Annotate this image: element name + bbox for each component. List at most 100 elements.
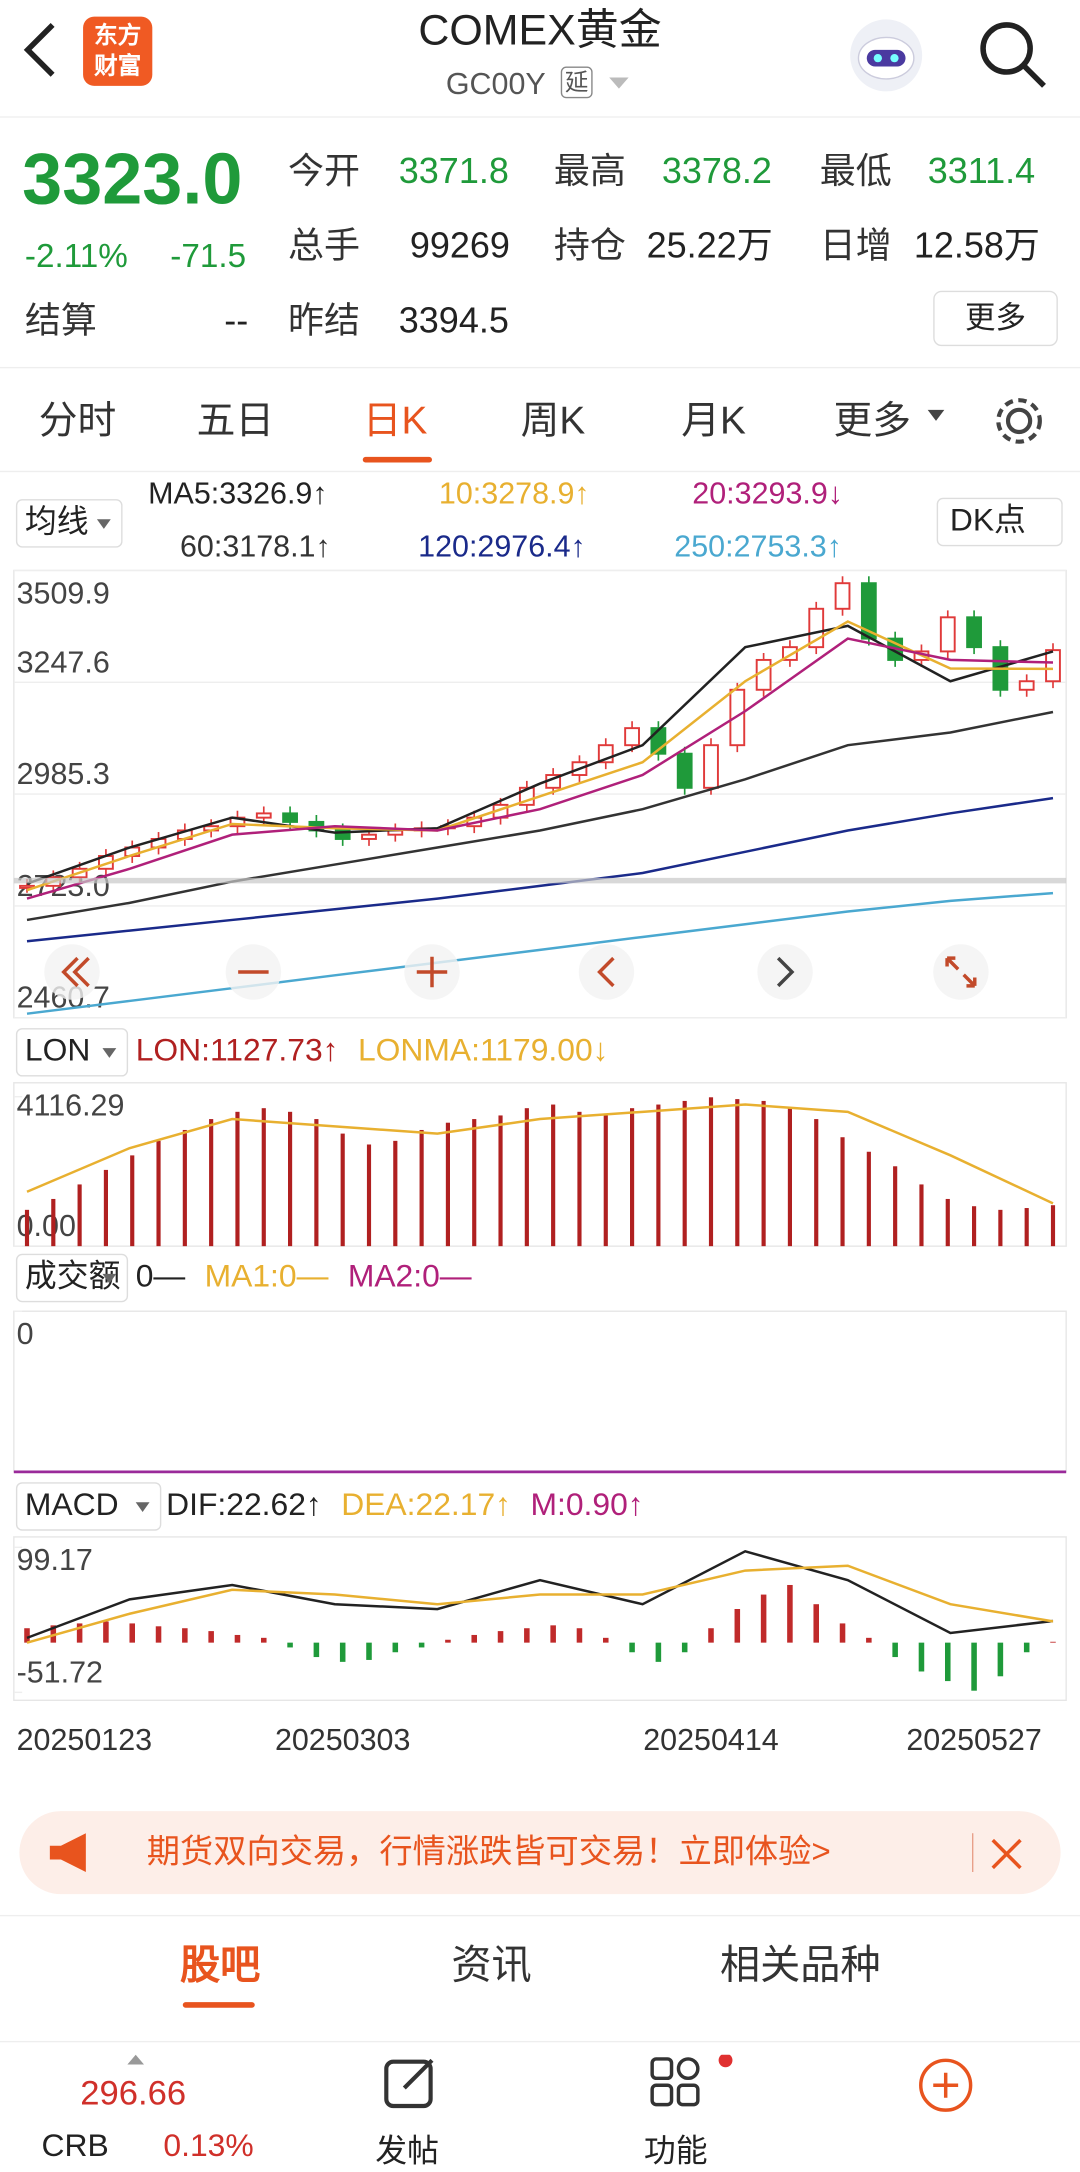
field-value: --: [224, 299, 249, 341]
macd-bar: [681, 1642, 688, 1653]
search-icon[interactable]: [975, 17, 1050, 92]
logo-line: 东方: [94, 22, 142, 49]
candle-body: [361, 833, 377, 840]
logo-line: 财富: [94, 52, 142, 79]
more-button[interactable]: 更多: [933, 290, 1058, 347]
field-label: 昨结: [287, 299, 361, 341]
indicator-selector-label[interactable]: 均线: [25, 503, 89, 539]
indicator-bar: [603, 1115, 608, 1247]
indicator-selector[interactable]: [15, 499, 123, 548]
macd-bar: [1023, 1642, 1030, 1653]
legend-item: MA2:0—: [348, 1257, 472, 1293]
macd-bar: [418, 1642, 425, 1648]
macd-bar: [366, 1642, 372, 1660]
macd-bar: [208, 1631, 214, 1643]
back-icon[interactable]: [19, 19, 61, 80]
post-icon[interactable]: [382, 2055, 440, 2113]
legend-item: 10:3278.9↑: [439, 477, 590, 511]
dropdown-icon: [102, 1048, 117, 1058]
content-tab[interactable]: 相关品种: [719, 1943, 881, 1989]
y-tick-label: 99.17: [17, 1543, 93, 1577]
close-icon[interactable]: [989, 1836, 1025, 1872]
divider: [0, 1914, 1080, 1917]
candle-body: [334, 829, 351, 840]
indicator-bar: [51, 1198, 56, 1247]
indicator-bar: [1050, 1205, 1056, 1247]
settings-icon[interactable]: [991, 393, 1046, 448]
subtitle: GC00Y: [445, 66, 546, 102]
indicator-line: [26, 1103, 1054, 1205]
logo[interactable]: 东方 财富: [83, 16, 153, 86]
candle-body: [255, 812, 272, 819]
macd-bar: [866, 1637, 872, 1643]
change: -71.5: [170, 238, 247, 276]
dropdown-icon[interactable]: [606, 75, 631, 92]
indicator-line: [26, 1564, 1054, 1644]
macd-bar: [813, 1604, 819, 1643]
add-watchlist-icon[interactable]: [914, 2055, 978, 2119]
field-value: 25.22万: [646, 224, 773, 266]
indicator-selector[interactable]: [15, 1253, 129, 1303]
field-value: 12.58万: [913, 224, 1040, 266]
crb-value[interactable]: 296.66: [80, 2074, 187, 2113]
macd-bar: [918, 1642, 925, 1672]
macd-bar: [971, 1642, 977, 1691]
features-icon[interactable]: [648, 2054, 734, 2113]
macd-bar: [76, 1623, 83, 1643]
banner-text[interactable]: 期货双向交易，行情涨跌皆可交易！立即体验>: [146, 1833, 831, 1871]
tab[interactable]: 五日: [196, 398, 275, 442]
promo-banner[interactable]: [19, 1811, 1061, 1895]
indicator-bar: [656, 1104, 661, 1247]
indicator-bar: [524, 1108, 529, 1247]
legend-item: DEA:22.17↑: [341, 1486, 511, 1522]
panel-frame: [13, 1536, 1067, 1701]
tab[interactable]: 日K: [362, 398, 428, 442]
post-label[interactable]: 发帖: [375, 2132, 439, 2169]
features-label[interactable]: 功能: [643, 2132, 708, 2169]
tab[interactable]: 周K: [520, 398, 586, 442]
tab[interactable]: 更多: [833, 398, 912, 442]
legend-item: 0—: [136, 1257, 186, 1293]
field-label: 最高: [553, 149, 626, 192]
indicator-bar: [945, 1198, 950, 1247]
indicator-bar: [182, 1129, 187, 1247]
content-tab[interactable]: 股吧: [179, 1943, 261, 1989]
crb-label[interactable]: CRB: [41, 2126, 109, 2163]
indicator-bar: [498, 1115, 503, 1247]
indicator-selector-label[interactable]: MACD: [25, 1486, 119, 1522]
macd-bar: [524, 1628, 530, 1643]
candle-body: [624, 727, 640, 747]
tool-button[interactable]: [936, 497, 1063, 547]
indicator-line: [26, 1549, 1054, 1640]
x-tick-label: 20250414: [643, 1723, 779, 1757]
tab[interactable]: 月K: [681, 398, 746, 442]
indicator-selector[interactable]: [15, 1028, 129, 1077]
candle-body: [966, 616, 982, 649]
macd-bar: [471, 1634, 477, 1643]
tab[interactable]: 分时: [38, 398, 117, 442]
y-tick-label: 3509.9: [17, 576, 110, 610]
indicator-bar: [971, 1206, 977, 1247]
indicator-selector-label[interactable]: LON: [25, 1032, 90, 1068]
indicator-bar: [340, 1133, 345, 1247]
macd-bar: [892, 1642, 898, 1658]
macd-bar: [629, 1642, 635, 1653]
crb-change[interactable]: 0.13%: [163, 2126, 254, 2163]
indicator-bar: [130, 1155, 135, 1247]
assistant-avatar[interactable]: [845, 14, 928, 97]
indicator-bar: [209, 1119, 214, 1247]
macd-bar: [602, 1637, 609, 1643]
content-tab[interactable]: 资讯: [451, 1943, 532, 1989]
tool-button-label[interactable]: DK点: [950, 501, 1026, 537]
field-label: 持仓: [553, 224, 626, 266]
candle-body: [703, 744, 719, 789]
divider: [971, 1833, 974, 1872]
divider: [0, 366, 1080, 369]
indicator-selector[interactable]: [15, 1482, 162, 1531]
megaphone-icon: [49, 1833, 86, 1872]
legend-item: 60:3178.1↑: [180, 529, 331, 563]
indicator-bar: [629, 1108, 635, 1247]
indicator-bar: [840, 1137, 845, 1247]
divider: [0, 470, 1080, 473]
